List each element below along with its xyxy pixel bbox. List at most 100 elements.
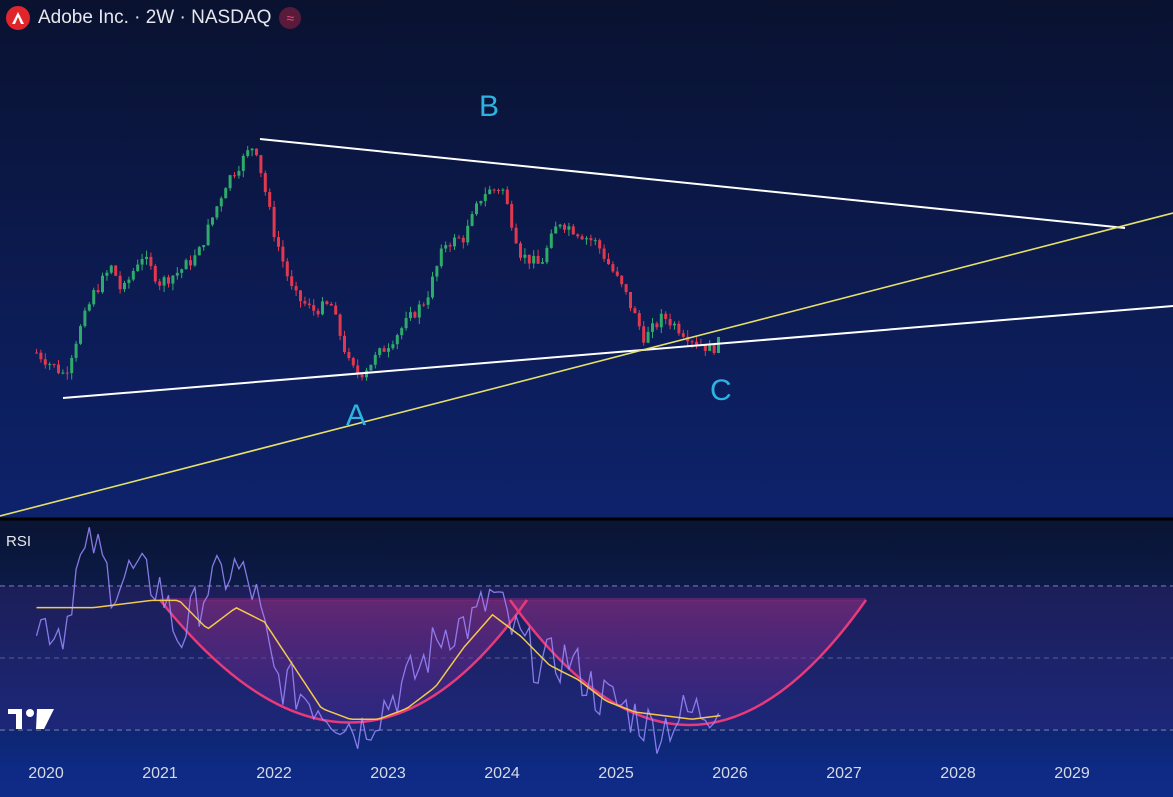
candle [127, 279, 131, 283]
candle [92, 290, 96, 305]
candle [83, 310, 87, 327]
candle [563, 224, 566, 230]
candle [343, 335, 346, 353]
candle [602, 248, 606, 259]
candle [558, 224, 562, 227]
rsi-label[interactable]: RSI [6, 533, 32, 550]
candle [642, 326, 646, 343]
candle [52, 364, 56, 366]
candle [360, 374, 364, 378]
candle [193, 255, 197, 266]
candle [417, 304, 421, 318]
x-axis[interactable] [0, 757, 1173, 797]
candle [237, 170, 241, 176]
candle [136, 264, 140, 272]
candle [426, 297, 430, 305]
candle [79, 326, 82, 344]
candle [101, 275, 104, 293]
label-a[interactable]: A [346, 399, 366, 432]
candle [536, 255, 540, 264]
candle [211, 217, 214, 225]
rsi-cup-fill-left [160, 600, 527, 723]
candle [488, 189, 492, 195]
label-b[interactable]: B [479, 90, 499, 123]
candle [347, 352, 351, 358]
candle [668, 318, 672, 326]
lower-trendline[interactable] [62, 305, 1173, 399]
candle [611, 264, 615, 272]
candle [664, 313, 668, 319]
candle [277, 237, 280, 247]
candle [677, 323, 681, 334]
candle [620, 275, 624, 285]
candle [246, 150, 250, 156]
candle [189, 260, 192, 266]
rsi-arc-left[interactable] [159, 599, 529, 724]
candle [321, 301, 324, 315]
candle [131, 271, 135, 280]
candle [167, 277, 170, 284]
candle [145, 256, 148, 259]
candle [281, 246, 285, 262]
x-tick-label: 2021 [142, 765, 178, 782]
candle [435, 266, 439, 277]
rsi-ma-line[interactable] [36, 599, 721, 720]
candle [259, 155, 263, 174]
candle [241, 155, 245, 171]
candle [206, 224, 210, 246]
rsi-arc-right[interactable] [508, 599, 868, 727]
candle [153, 266, 157, 282]
candle [290, 276, 294, 286]
candle [202, 245, 206, 248]
candle [708, 344, 712, 351]
candle [646, 331, 650, 343]
candle [369, 364, 373, 371]
candle [299, 290, 302, 302]
rsi-cup-rim [160, 598, 866, 601]
x-tick-label: 2028 [940, 765, 976, 782]
candle [624, 284, 628, 292]
upper-trendline[interactable] [259, 138, 1126, 229]
candle [409, 312, 412, 319]
approx-wave-icon[interactable]: ≈ [279, 7, 302, 29]
candle [615, 271, 619, 276]
candle [65, 372, 69, 374]
candle [580, 236, 584, 240]
candle [510, 204, 514, 228]
x-tick-label: 2020 [28, 765, 64, 782]
candle [629, 291, 632, 309]
candle [607, 258, 610, 265]
candle [316, 310, 320, 315]
tradingview-logo-icon[interactable] [8, 705, 56, 736]
candle [197, 247, 201, 256]
candle [673, 323, 676, 326]
candle [457, 237, 461, 239]
candle [598, 240, 602, 249]
symbol-title[interactable]: Adobe Inc. · 2W · NASDAQ [38, 7, 272, 28]
candle [263, 173, 267, 193]
candle [378, 348, 382, 355]
candle [149, 256, 153, 267]
candle [514, 227, 518, 244]
rsi-line[interactable] [35, 527, 720, 754]
candle [233, 175, 236, 177]
candle [215, 206, 219, 218]
candle [96, 290, 100, 293]
candle [681, 333, 685, 337]
support-trendline[interactable] [0, 212, 1173, 517]
candle [74, 343, 78, 358]
candle [431, 276, 434, 298]
candle [294, 285, 298, 291]
candle [325, 301, 329, 304]
candle [39, 352, 43, 360]
x-tick-label: 2024 [484, 765, 520, 782]
candle [387, 348, 390, 352]
candle [690, 341, 694, 343]
candle [501, 189, 505, 191]
candle [527, 254, 531, 264]
candle [712, 344, 716, 353]
label-c[interactable]: C [710, 374, 732, 407]
chart-header: Adobe Inc. · 2W · NASDAQ ≈ [6, 5, 302, 31]
candle [70, 357, 74, 374]
